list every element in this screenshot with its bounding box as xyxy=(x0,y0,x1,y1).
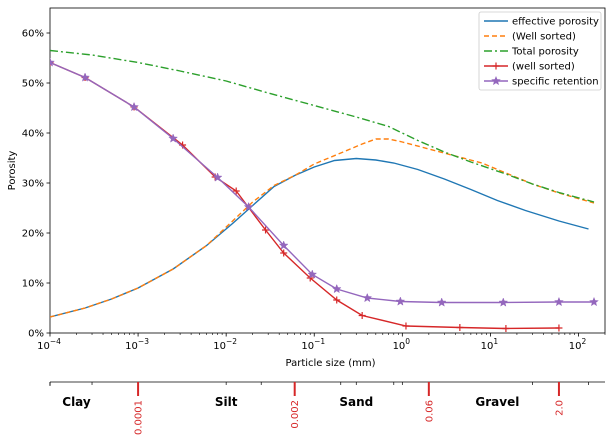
grain-size-classification-strip: 0.0001 0.002 0.06 2.0 Clay Silt Sand Gravel xyxy=(49,381,605,435)
plus-marker xyxy=(402,322,410,330)
star-marker xyxy=(80,72,91,82)
y-tick-label: 0% xyxy=(28,329,44,340)
legend-box xyxy=(478,11,602,91)
class-label-sand: Sand xyxy=(339,395,373,409)
plus-marker xyxy=(280,249,288,257)
plus-marker xyxy=(502,325,510,332)
star-marker xyxy=(553,296,564,307)
legend-label-3: Total porosity xyxy=(511,47,579,58)
axes-frame xyxy=(49,7,606,334)
x-tick-label: 10−3 xyxy=(125,337,149,352)
star-marker xyxy=(362,292,373,303)
legend-label-1: effective porosity xyxy=(512,17,599,28)
main-plot-area: 0% 10% 20% 30% 40% 50% 60% 10−4 10−3 10−2 10−1 100 1… xyxy=(7,7,606,369)
plus-marker xyxy=(358,312,366,319)
plus-marker xyxy=(456,324,464,331)
y-tick-label: 60% xyxy=(22,29,44,40)
legend-label-5: specific retention xyxy=(512,77,599,88)
x-tick-label: 101 xyxy=(481,337,499,352)
class-label-silt: Silt xyxy=(215,395,238,409)
legend-label-4: (well sorted) xyxy=(512,62,575,73)
star-marker xyxy=(498,297,509,307)
star-marker xyxy=(243,201,254,212)
x-tick-label: 100 xyxy=(393,337,411,352)
star-marker xyxy=(589,296,599,307)
y-tick-label: 10% xyxy=(22,279,44,290)
star-marker xyxy=(331,283,342,294)
star-marker xyxy=(395,296,406,306)
class-label-gravel: Gravel xyxy=(475,395,519,409)
boundary-label: 0.002 xyxy=(290,400,301,429)
class-label-clay: Clay xyxy=(62,395,91,409)
star-marker xyxy=(212,172,223,182)
legend-star-marker xyxy=(491,75,501,86)
y-tick-label: 20% xyxy=(22,229,44,240)
x-axis-label: Particle size (mm) xyxy=(286,358,376,369)
star-marker xyxy=(50,57,55,67)
y-tick-label: 30% xyxy=(22,179,44,190)
y-tick-label: 50% xyxy=(22,79,44,90)
boundary-label: 0.0001 xyxy=(134,400,145,435)
series-group xyxy=(50,49,599,332)
y-axis-label: Porosity xyxy=(7,151,18,191)
star-marker xyxy=(278,240,289,250)
x-tick-label: 10−4 xyxy=(37,337,61,352)
x-tick-label: 10−2 xyxy=(213,337,237,352)
y-tick-label: 40% xyxy=(22,129,44,140)
legend-label-2: (Well sorted) xyxy=(512,32,576,43)
star-marker xyxy=(168,133,179,143)
legend-plus-marker xyxy=(492,62,500,70)
plus-marker xyxy=(333,296,341,304)
boundary-label: 2.0 xyxy=(554,400,565,416)
x-tick-label: 10−1 xyxy=(301,337,325,352)
plus-marker xyxy=(555,324,563,332)
star-marker xyxy=(307,269,318,279)
plus-marker xyxy=(232,187,240,195)
plus-marker xyxy=(262,226,270,234)
boundary-label: 0.06 xyxy=(424,400,435,422)
x-tick-label: 102 xyxy=(569,337,587,352)
series-line-2 xyxy=(50,138,595,318)
star-marker xyxy=(436,297,447,307)
legend: effective porosity (Well sorted) Total por… xyxy=(478,11,602,91)
star-marker xyxy=(129,101,140,112)
